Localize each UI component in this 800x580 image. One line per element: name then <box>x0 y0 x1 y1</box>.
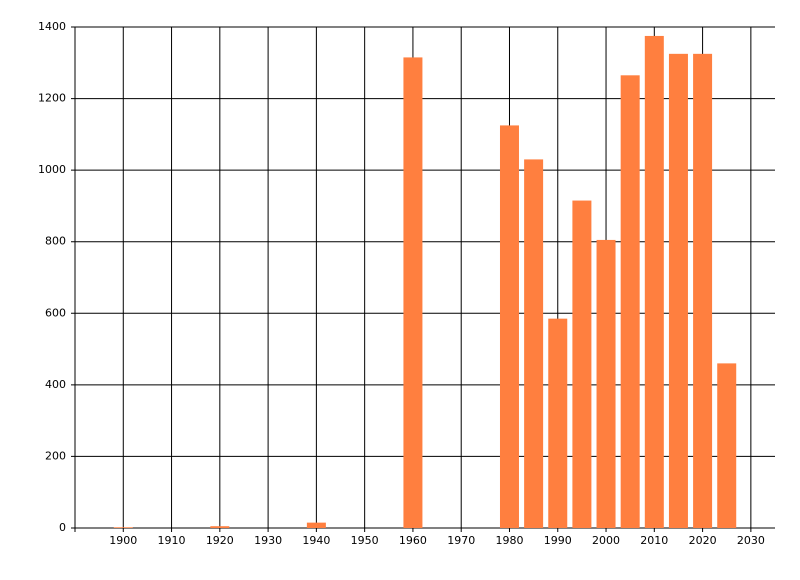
y-tick-label: 800 <box>45 235 66 248</box>
x-tick-label: 2030 <box>737 534 765 547</box>
bar <box>548 318 568 528</box>
bar <box>403 57 423 529</box>
x-tick-label: 1940 <box>302 534 330 547</box>
bar <box>620 75 640 528</box>
bar <box>499 125 519 529</box>
y-tick-label: 1400 <box>38 20 66 33</box>
x-tick-label: 2020 <box>689 534 717 547</box>
y-tick-label: 1000 <box>38 163 66 176</box>
x-tick-label: 1910 <box>158 534 186 547</box>
y-tick-label: 600 <box>45 306 66 319</box>
x-tick-label: 2000 <box>592 534 620 547</box>
bar <box>693 53 713 528</box>
bar <box>596 239 616 529</box>
x-tick-label: 1990 <box>544 534 572 547</box>
y-tick-label: 0 <box>59 521 66 534</box>
bar <box>306 522 326 528</box>
y-tick-label: 1200 <box>38 92 66 105</box>
x-tick-label: 1930 <box>254 534 282 547</box>
bar <box>113 527 133 528</box>
bar <box>668 53 688 528</box>
x-tick-label: 1900 <box>109 534 137 547</box>
x-tick-label: 1950 <box>351 534 379 547</box>
x-tick-label: 1920 <box>206 534 234 547</box>
bar <box>717 363 737 528</box>
bar <box>644 35 664 528</box>
x-tick-label: 1970 <box>447 534 475 547</box>
x-tick-label: 2010 <box>640 534 668 547</box>
x-tick-label: 1980 <box>495 534 523 547</box>
x-tick-label: 1960 <box>399 534 427 547</box>
bar <box>524 159 544 528</box>
y-tick-label: 200 <box>45 449 66 462</box>
bar <box>210 526 230 528</box>
bar <box>572 200 592 528</box>
y-tick-label: 400 <box>45 378 66 391</box>
